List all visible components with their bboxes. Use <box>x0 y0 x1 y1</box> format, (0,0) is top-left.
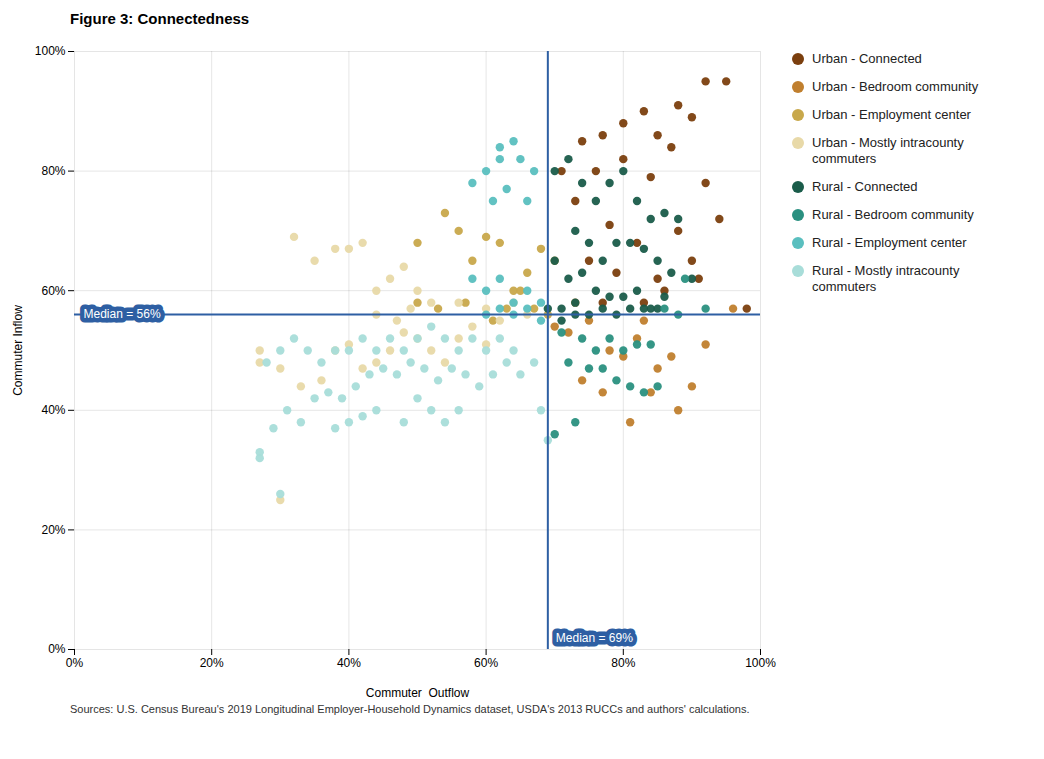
html-text:Rural - Bedroom community: Rural - Bedroom community <box>812 207 974 222</box>
svg-text:40%: 40% <box>337 656 361 670</box>
svg-text:0%: 0% <box>66 656 84 670</box>
html-text:Figure 3: Connectedness: Figure 3: Connectedness <box>70 10 250 27</box>
svg-text:20%: 20% <box>41 523 65 537</box>
html-text:Rural - Employment center: Rural - Employment center <box>812 235 967 250</box>
html-text:Rural - Connected: Rural - Connected <box>812 179 918 194</box>
svg-text:0%: 0% <box>48 642 66 656</box>
svg-text:60%: 60% <box>474 656 498 670</box>
svg-text:Median = 56%: Median = 56% <box>84 307 161 321</box>
svg-text:40%: 40% <box>41 403 65 417</box>
svg-text:Median = 69%: Median = 69% <box>556 631 633 645</box>
html-text:Sources: U.S. Census Bureau's: Sources: U.S. Census Bureau's 2019 Longi… <box>70 703 750 715</box>
html-text:Urban - Connected: Urban - Connected <box>812 51 922 66</box>
svg-text:20%: 20% <box>200 656 224 670</box>
svg-text:100%: 100% <box>35 44 66 58</box>
svg-text:100%: 100% <box>745 656 776 670</box>
svg-text:Commuter Outflow: Commuter Outflow <box>366 686 470 700</box>
svg-text:80%: 80% <box>41 164 65 178</box>
html-text:Urban - Employment center: Urban - Employment center <box>812 107 971 122</box>
svg-text:80%: 80% <box>611 656 635 670</box>
html-text:Urban - Bedroom community: Urban - Bedroom community <box>812 79 979 94</box>
svg-text:Commuter Inflow: Commuter Inflow <box>11 305 25 396</box>
html-text:Rural - Mostly intracounty com: Rural - Mostly intracounty commuters <box>812 263 960 294</box>
html-text:Urban - Mostly intracounty com: Urban - Mostly intracounty commuters <box>812 135 964 166</box>
svg-text:60%: 60% <box>41 284 65 298</box>
